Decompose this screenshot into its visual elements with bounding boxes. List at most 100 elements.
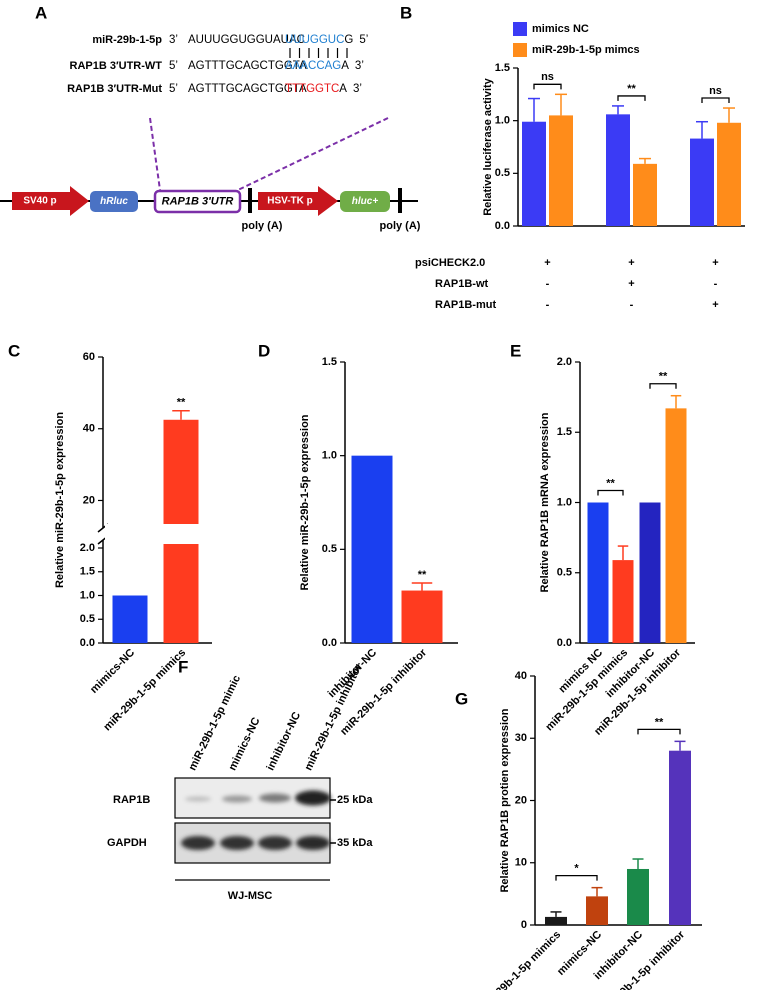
significance-bracket: [701, 97, 730, 104]
poly-a-label: poly (A): [242, 220, 283, 232]
y-tick-label: 1.5: [557, 426, 572, 438]
error-bar: [674, 740, 686, 751]
y-tick-label: 10: [515, 857, 527, 869]
strand-end: 5’: [359, 34, 368, 46]
panel-letter: E: [510, 341, 521, 360]
y-tick-label: 0.5: [557, 567, 572, 579]
sequence-name: miR-29b-1-5p: [92, 34, 162, 46]
bar: [669, 750, 691, 925]
panel-letter: A: [35, 3, 47, 22]
gene-box: [340, 191, 390, 212]
significance-label: **: [606, 477, 615, 489]
sequence-row: RAP1B 3′UTR-Mut 5’ AGTTTGCAGCTGGTA TTTGG…: [67, 83, 362, 95]
bands: [181, 836, 330, 850]
error-bar: [550, 911, 562, 917]
condition-mark: +: [628, 278, 634, 290]
panel-letter: C: [8, 341, 20, 360]
y-tick-label: 0.0: [495, 220, 510, 232]
element-label: hRluc: [100, 196, 128, 207]
strand-start: 5’: [169, 60, 178, 72]
x-tick-label: mimics-NC: [88, 647, 137, 696]
error-bar: [617, 545, 629, 561]
zoom-line: [237, 117, 389, 191]
significance-bracket: [617, 95, 646, 101]
sequence-row: miR-29b-1-5p 3’ AUUUGGUGGUAUAC UUUGGUCG 5…: [92, 34, 368, 46]
x-tick-label: miR-29b-1-5p mimics: [476, 929, 563, 990]
y-tick-label: 0.0: [557, 637, 572, 649]
condition-label: RAP1B-wt: [435, 278, 489, 290]
cell-line: WJ-MSC: [228, 890, 273, 902]
site: TTTGGTC: [285, 83, 339, 95]
y-tick-label: 30: [515, 732, 527, 744]
element-label: hluc+: [352, 196, 379, 207]
element-label: SV40 p: [23, 196, 56, 207]
strand-end: 3’: [355, 60, 364, 72]
y-tick-label: 0.5: [80, 613, 95, 625]
sequence-site: UUUGGUCG 5’: [285, 34, 368, 46]
bar: [639, 502, 661, 643]
sequence-name: RAP1B 3′UTR-WT: [70, 60, 163, 72]
bar: [351, 455, 393, 643]
y-tick-label: 1.5: [322, 356, 337, 368]
significance-label: ns: [709, 85, 722, 97]
bar: [522, 121, 546, 226]
axis-break-gap: [105, 524, 214, 544]
bar: [549, 115, 573, 226]
bar: [627, 868, 649, 925]
y-axis-label: Relative luciferase activity: [482, 77, 494, 215]
element-label: HSV-TK p: [267, 196, 313, 207]
significance-label: *: [574, 863, 579, 875]
bar: [612, 560, 634, 643]
lane-label: mimics-NC: [227, 716, 263, 773]
lane-label: inhibitor-NC: [265, 710, 304, 772]
tail: A: [341, 60, 349, 72]
error-bar: [670, 394, 682, 409]
poly-a-label: poly (A): [380, 220, 421, 232]
error-bar: [591, 886, 603, 897]
y-tick-label: 2.0: [80, 542, 95, 554]
condition-label: psiCHECK2.0: [415, 257, 485, 269]
y-tick-label: 60: [83, 351, 95, 363]
row-label: GAPDH: [107, 837, 147, 849]
pairing-lines: [289, 48, 348, 58]
y-axis-label: Relative miR-29b-1-5p expression: [54, 412, 66, 588]
significance-label: **: [418, 569, 427, 581]
significance-bracket: [597, 489, 624, 496]
error-bar: [632, 858, 644, 869]
y-tick-label: 40: [515, 670, 527, 682]
sequence: AGTTTGCAGCTGGTA: [188, 60, 307, 72]
element-label: RAP1B 3′UTR: [162, 195, 234, 207]
significance-bracket: [649, 383, 677, 389]
bar: [545, 916, 567, 925]
error-bar: [723, 107, 735, 123]
panel-letter: D: [258, 341, 270, 360]
condition-mark: +: [628, 257, 634, 269]
y-tick-label: 20: [515, 794, 527, 806]
y-tick-label: 0.0: [322, 637, 337, 649]
zoom-line: [149, 117, 161, 191]
site: AAACCAG: [285, 60, 341, 72]
terminator: [248, 188, 252, 213]
row-label: RAP1B: [113, 794, 150, 806]
y-tick-label: 1.0: [322, 450, 337, 462]
y-tick-label: 0.0: [80, 637, 95, 649]
significance-bracket: [533, 83, 562, 90]
significance-label: **: [177, 397, 186, 409]
legend-label: mimics NC: [532, 23, 589, 35]
error-bar: [172, 410, 190, 420]
error-bar: [555, 93, 567, 116]
tail: G: [344, 34, 353, 46]
significance-label: **: [655, 716, 664, 728]
y-axis-label: Relative RAP1B mRNA expression: [539, 412, 551, 592]
bar: [665, 408, 687, 643]
error-bar: [696, 120, 708, 139]
error-bar: [639, 157, 651, 164]
condition-mark: -: [546, 299, 550, 311]
condition-mark: -: [630, 299, 634, 311]
y-tick-label: 0.5: [322, 543, 337, 555]
y-tick-label: 0: [521, 919, 527, 931]
tail: A: [339, 83, 347, 95]
sequence: AGTTTGCAGCTGGTA: [188, 83, 307, 95]
sequence-row: RAP1B 3′UTR-WT 5’ AGTTTGCAGCTGGTA AAACCA…: [70, 60, 364, 72]
